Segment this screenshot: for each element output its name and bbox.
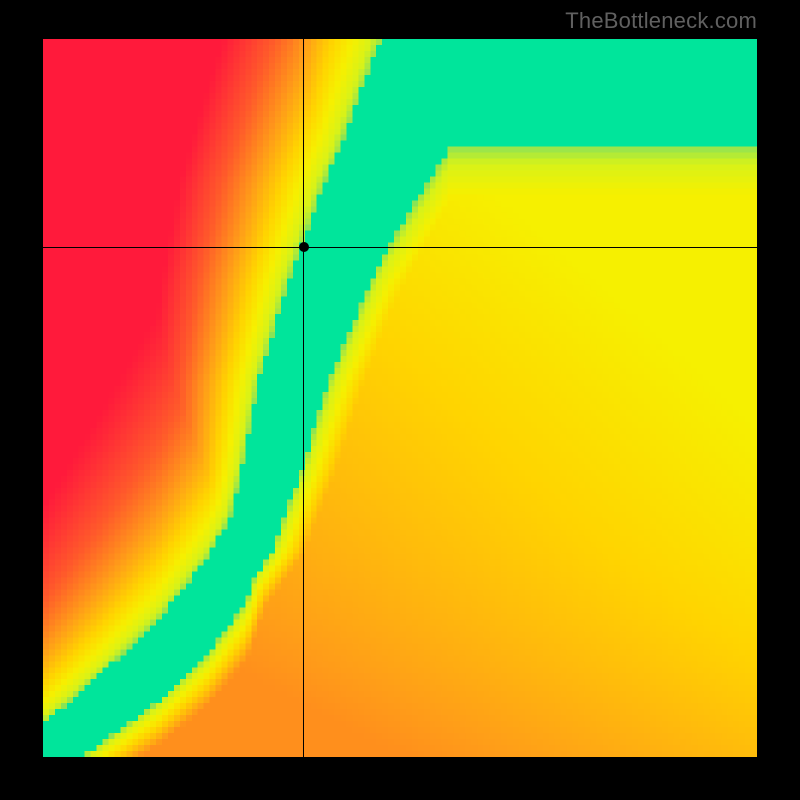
chart-container: TheBottleneck.com [0, 0, 800, 800]
crosshair-vertical [303, 39, 304, 757]
bottleneck-heatmap [43, 39, 757, 757]
crosshair-marker [299, 242, 309, 252]
crosshair-horizontal [43, 247, 757, 248]
watermark-text: TheBottleneck.com [565, 8, 757, 34]
